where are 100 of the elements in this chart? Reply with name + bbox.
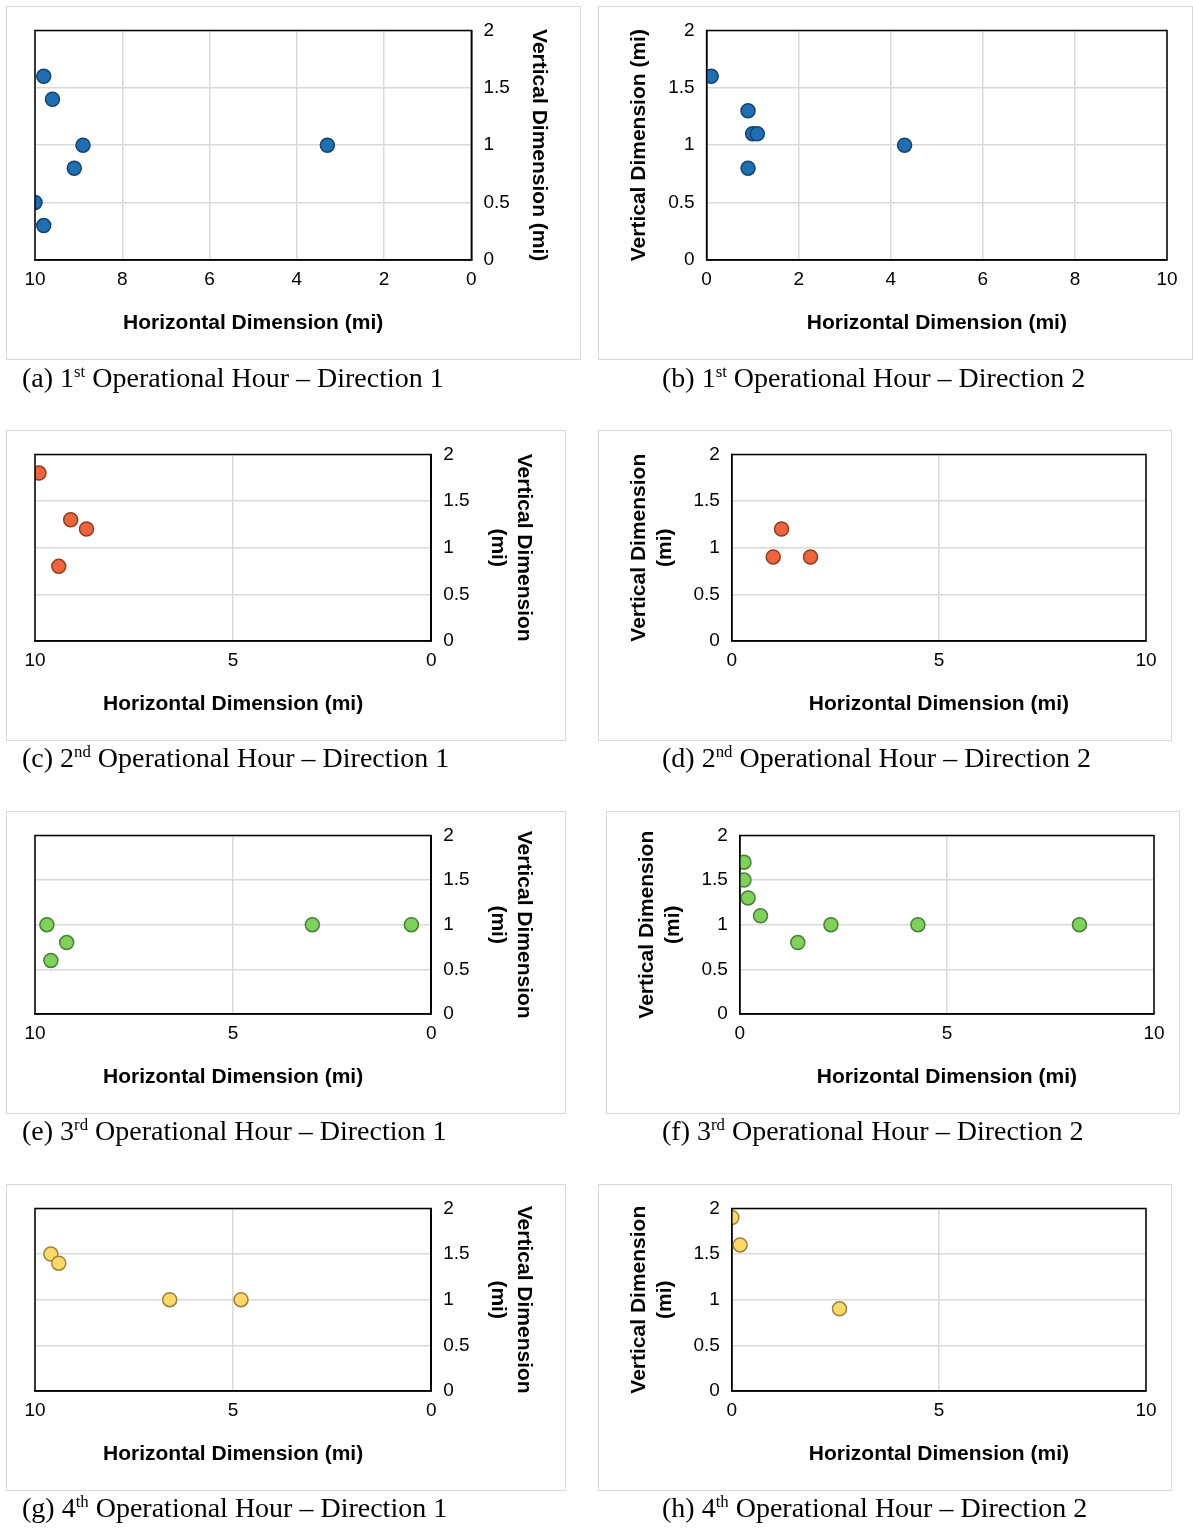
y-tick-label: 1 xyxy=(443,535,454,557)
y-axis-title: Vertical Dimension (mi) xyxy=(488,830,537,1019)
x-tick-label: 5 xyxy=(227,1398,239,1420)
y-tick-label: 0 xyxy=(443,1002,454,1024)
point xyxy=(740,103,756,119)
x-axis-title: Horizontal Dimension (mi) xyxy=(103,1064,364,1088)
point xyxy=(43,952,59,969)
y-tick-label: 0 xyxy=(684,248,695,270)
x-axis-title: Horizontal Dimension (mi) xyxy=(806,310,1067,334)
point xyxy=(75,137,91,153)
x-tick-label: 5 xyxy=(933,1398,945,1420)
y-tick-label: 1 xyxy=(684,133,695,155)
y-axis-title: Vertical Dimension (mi) xyxy=(626,29,650,262)
y-axis-title: Vertical Dimension (mi) xyxy=(528,29,552,262)
y-tick-label: 0.5 xyxy=(693,582,720,604)
point xyxy=(233,1291,249,1308)
x-tick-label: 10 xyxy=(24,1021,46,1043)
x-tick-label: 2 xyxy=(793,267,804,289)
x-tick-label: 4 xyxy=(291,267,303,289)
text: (h) 4$^{th}$ Operational Hour – Direction 2 xyxy=(662,1491,1088,1524)
x-tick-label: 5 xyxy=(941,1021,953,1043)
point xyxy=(740,890,756,906)
point xyxy=(35,68,52,85)
point xyxy=(304,916,321,933)
x-axis-title: Horizontal Dimension (mi) xyxy=(816,1064,1077,1088)
x-tick-label: 0 xyxy=(734,1021,746,1043)
y-tick-label: 0.5 xyxy=(701,957,728,979)
point xyxy=(51,1255,67,1271)
point xyxy=(58,934,75,951)
y-tick-label: 1.5 xyxy=(693,489,720,511)
x-axis-title: Horizontal Dimension (mi) xyxy=(103,691,364,715)
y-tick-label: 1 xyxy=(709,535,720,557)
y-tick-label: 2 xyxy=(709,442,720,464)
y-axis-title: Vertical Dimension (mi) xyxy=(488,453,537,642)
y-tick-label: 0.5 xyxy=(443,1333,470,1355)
y-tick-label: 0 xyxy=(709,629,720,651)
point xyxy=(749,125,766,142)
x-tick-label: 5 xyxy=(933,648,945,670)
text: (a) 1$^{st}$ Operational Hour – Direction 1 xyxy=(22,361,444,394)
y-axis-title: Vertical Dimension (mi) xyxy=(626,1205,675,1394)
x-tick-label: 5 xyxy=(227,648,239,670)
point xyxy=(161,1291,178,1308)
y-tick-label: 2 xyxy=(443,823,454,845)
point xyxy=(896,137,913,153)
x-tick-label: 10 xyxy=(1135,1398,1157,1420)
y-tick-label: 0 xyxy=(717,1002,728,1024)
y-tick-label: 0.5 xyxy=(693,1333,720,1355)
y-tick-label: 2 xyxy=(717,823,728,845)
x-tick-label: 0 xyxy=(425,648,437,670)
point xyxy=(35,217,52,234)
y-tick-label: 2 xyxy=(443,442,454,464)
y-tick-label: 2 xyxy=(709,1196,720,1218)
point xyxy=(910,916,926,933)
y-tick-label: 1 xyxy=(709,1287,720,1309)
point xyxy=(66,160,83,176)
y-tick-label: 1 xyxy=(443,912,454,934)
x-tick-label: 10 xyxy=(24,648,46,670)
x-tick-label: 10 xyxy=(1135,648,1157,670)
y-tick-label: 2 xyxy=(483,18,494,40)
y-axis-title: Vertical Dimension (mi) xyxy=(634,830,683,1019)
x-tick-label: 10 xyxy=(24,1398,46,1420)
y-tick-label: 0 xyxy=(443,629,454,651)
x-tick-label: 10 xyxy=(1156,267,1178,289)
point xyxy=(1071,916,1088,933)
x-tick-label: 6 xyxy=(977,267,989,289)
point xyxy=(44,91,61,108)
y-tick-label: 0.5 xyxy=(483,190,510,212)
y-tick-label: 1.5 xyxy=(483,76,510,98)
x-tick-label: 2 xyxy=(378,267,390,289)
x-axis-title: Horizontal Dimension (mi) xyxy=(103,1441,364,1465)
y-tick-label: 0 xyxy=(483,248,494,270)
x-tick-label: 6 xyxy=(204,267,215,289)
x-tick-label: 8 xyxy=(116,267,128,289)
y-tick-label: 0 xyxy=(709,1379,720,1401)
point xyxy=(823,916,839,933)
y-axis-title: Vertical Dimension (mi) xyxy=(488,1205,537,1394)
y-tick-label: 1.5 xyxy=(693,1242,720,1264)
text: (f) 3$^{rd}$ Operational Hour – Direction 2 xyxy=(662,1114,1084,1147)
x-tick-label: 4 xyxy=(885,267,897,289)
x-tick-label: 5 xyxy=(227,1021,239,1043)
y-tick-label: 0 xyxy=(443,1379,454,1401)
y-tick-label: 1.5 xyxy=(668,76,695,98)
text: (c) 2$^{nd}$ Operational Hour – Direction 1 xyxy=(22,741,450,774)
text: (e) 3$^{rd}$ Operational Hour – Direction 1 xyxy=(22,1114,447,1147)
x-axis-title: Horizontal Dimension (mi) xyxy=(808,691,1069,715)
y-tick-label: 1.5 xyxy=(443,868,470,890)
x-tick-label: 0 xyxy=(425,1398,437,1420)
x-tick-label: 10 xyxy=(24,267,46,289)
point xyxy=(752,908,769,924)
y-tick-label: 1.5 xyxy=(701,868,728,890)
point xyxy=(790,934,806,951)
point xyxy=(403,916,420,933)
y-tick-label: 1 xyxy=(443,1287,454,1309)
text: (d) 2$^{nd}$ Operational Hour – Direction 2 xyxy=(662,741,1091,774)
point xyxy=(740,160,756,176)
point xyxy=(319,137,336,153)
text: (b) 1$^{st}$ Operational Hour – Direction 2 xyxy=(662,361,1086,394)
y-axis-title: Vertical Dimension (mi) xyxy=(626,453,675,642)
y-tick-label: 0.5 xyxy=(443,957,470,979)
point xyxy=(39,916,55,933)
